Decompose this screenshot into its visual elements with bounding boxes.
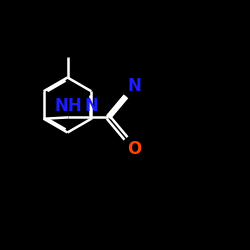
Text: O: O bbox=[127, 140, 142, 158]
Text: N: N bbox=[127, 77, 141, 95]
Text: NH: NH bbox=[54, 98, 82, 116]
Text: N: N bbox=[85, 98, 99, 116]
